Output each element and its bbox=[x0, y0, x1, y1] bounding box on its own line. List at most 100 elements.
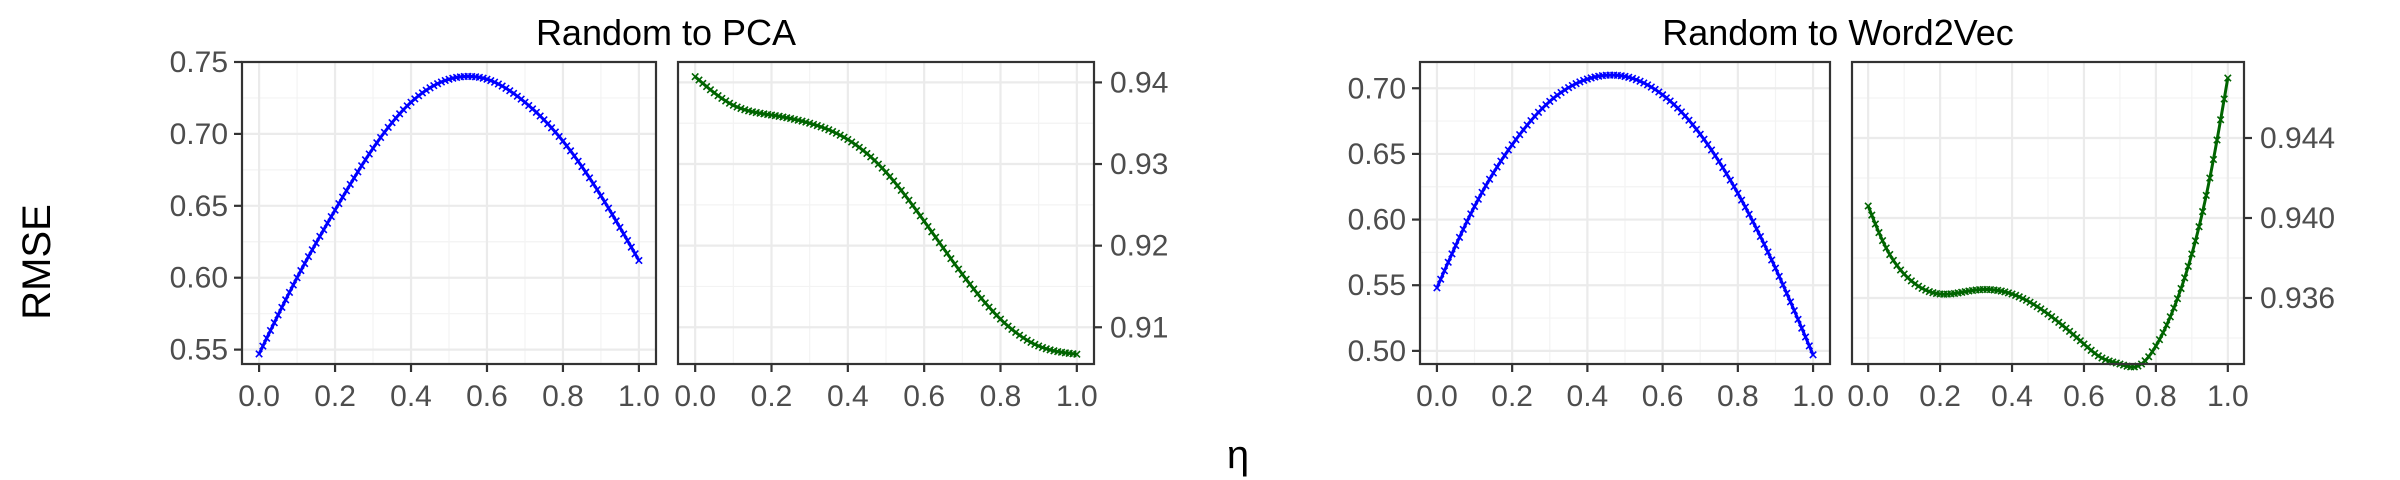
data-point bbox=[1707, 146, 1716, 154]
data-point bbox=[1878, 236, 1887, 245]
data-point bbox=[2159, 328, 2167, 337]
data-point bbox=[2026, 298, 2034, 307]
y-tick-label: 0.944 bbox=[2260, 122, 2335, 155]
data-point bbox=[1572, 79, 1580, 88]
data-point bbox=[1467, 210, 1475, 218]
data-point bbox=[2198, 207, 2207, 216]
x-tick-label: 0.4 bbox=[827, 380, 869, 413]
data-point bbox=[1636, 77, 1644, 85]
data-point bbox=[266, 326, 275, 335]
data-point bbox=[2148, 347, 2157, 356]
data-point bbox=[1798, 324, 1806, 332]
data-point bbox=[2094, 352, 2103, 360]
data-point bbox=[1767, 256, 1776, 264]
data-point bbox=[832, 129, 841, 138]
data-point bbox=[1805, 342, 1814, 350]
y-tick-label: 0.65 bbox=[1348, 138, 1406, 171]
data-point bbox=[908, 201, 917, 210]
panel-3: 0.0 0.2 0.4 0.6 0.8 1.0 0.50 0.55 0.60 0.65 0.70 bbox=[1348, 60, 1834, 413]
data-point bbox=[354, 168, 362, 176]
data-point bbox=[2180, 274, 2189, 282]
data-point bbox=[1914, 282, 1923, 290]
x-tick-label: 0.0 bbox=[1847, 380, 1889, 413]
x-tick-label: 0.2 bbox=[1919, 380, 1961, 413]
data-point bbox=[289, 281, 298, 289]
data-point bbox=[2152, 342, 2160, 350]
data-point bbox=[1015, 331, 1024, 339]
data-point bbox=[1764, 248, 1772, 256]
data-point bbox=[939, 244, 948, 252]
data-point bbox=[1782, 289, 1791, 298]
x-tick-label: 1.0 bbox=[1792, 380, 1834, 413]
panel-1: 0.0 0.2 0.4 0.6 0.8 1.0 0.55 0.60 0.65 0.70 0.75 bbox=[170, 46, 660, 413]
y-tick-label: 0.60 bbox=[170, 262, 228, 295]
data-point bbox=[1564, 83, 1573, 92]
data-point bbox=[335, 199, 343, 208]
data-point bbox=[1775, 272, 1783, 281]
data-point bbox=[338, 193, 347, 201]
data-point bbox=[2220, 95, 2228, 103]
data-point bbox=[935, 238, 944, 247]
data-point bbox=[1568, 81, 1577, 90]
data-point bbox=[2209, 155, 2218, 164]
panel-border bbox=[1418, 60, 1832, 366]
data-point bbox=[1073, 350, 1081, 358]
data-point bbox=[1504, 146, 1513, 154]
x-tick-label: 1.0 bbox=[1056, 380, 1098, 413]
data-point bbox=[2184, 262, 2193, 271]
data-point bbox=[1647, 83, 1656, 91]
y-tick-label: 0.55 bbox=[1348, 269, 1406, 302]
data-point bbox=[1790, 306, 1799, 315]
data-point bbox=[581, 168, 590, 176]
data-point bbox=[1019, 334, 1028, 342]
x-tick-label: 1.0 bbox=[618, 380, 660, 413]
data-point bbox=[725, 99, 734, 107]
data-point bbox=[293, 273, 301, 282]
data-point bbox=[2166, 313, 2175, 321]
data-point bbox=[270, 318, 279, 327]
y-tick-label: 0.93 bbox=[1110, 148, 1168, 181]
data-point bbox=[373, 139, 381, 147]
data-point bbox=[300, 259, 309, 268]
data-point bbox=[608, 210, 617, 219]
x-tick-label: 0.2 bbox=[1491, 380, 1533, 413]
data-point bbox=[954, 265, 963, 273]
data-point bbox=[430, 81, 438, 90]
data-point bbox=[928, 228, 936, 236]
data-point bbox=[1557, 88, 1565, 97]
data-point bbox=[323, 219, 332, 227]
data-point bbox=[950, 260, 959, 268]
x-tick-label: 0.8 bbox=[980, 380, 1022, 413]
data-point bbox=[1864, 202, 1872, 210]
data-point bbox=[498, 82, 506, 90]
data-point bbox=[1703, 140, 1712, 149]
data-point bbox=[1455, 233, 1464, 242]
data-point bbox=[342, 186, 351, 195]
y-tick-label: 0.65 bbox=[170, 190, 228, 223]
y-tick-label: 0.50 bbox=[1348, 335, 1406, 368]
data-point bbox=[947, 254, 955, 263]
panel-border bbox=[676, 60, 1096, 366]
data-point bbox=[1722, 169, 1731, 178]
data-point bbox=[1809, 351, 1817, 359]
data-point bbox=[262, 334, 271, 343]
data-point bbox=[931, 233, 940, 242]
data-point bbox=[589, 179, 598, 188]
data-point bbox=[1875, 228, 1883, 237]
data-point bbox=[574, 157, 582, 165]
data-point bbox=[597, 191, 605, 200]
data-point bbox=[612, 217, 620, 225]
data-point bbox=[2224, 74, 2232, 82]
chart-title-random-to-pca: Random to PCA bbox=[536, 12, 796, 53]
x-tick-label: 0.0 bbox=[238, 380, 280, 413]
data-point bbox=[2173, 294, 2182, 303]
data-point bbox=[1726, 176, 1735, 184]
data-point bbox=[847, 138, 856, 146]
data-point bbox=[824, 126, 833, 134]
data-point bbox=[912, 206, 921, 215]
data-point bbox=[1640, 79, 1648, 87]
data-point bbox=[369, 144, 377, 153]
data-point bbox=[1719, 163, 1727, 172]
data-point bbox=[844, 135, 852, 144]
